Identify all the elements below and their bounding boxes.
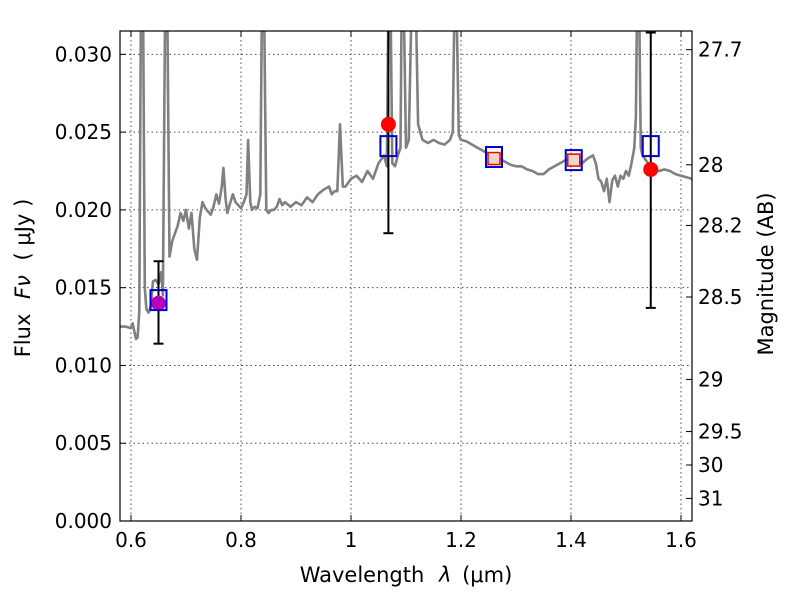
observed-flux-point [380,116,396,132]
y2-tick-label: 28.5 [698,285,743,309]
observed-flux-point [643,161,659,177]
x-axis-label: Wavelength λ (μm) [300,563,513,587]
model-flux-box [149,289,168,312]
observed-flux-point [567,153,581,167]
y-axis-label: Flux Fν ( μJy ) [11,199,35,358]
y-tick-label: 0.000 [55,509,112,533]
x-tick-label: 1.6 [665,528,697,552]
x-axis-label-symbol: λ [438,563,451,587]
y-tick-label: 0.030 [55,42,112,66]
x-axis-label-unit: (μm) [462,563,512,587]
y-tick-label: 0.005 [55,431,112,455]
x-tick-label: 0.6 [115,528,147,552]
y-axis-label-symbol: Fν [11,275,35,299]
x-tick-label: 1.4 [555,528,587,552]
y2-tick-label: 29 [698,367,723,391]
y2-axis-label: Magnitude (AB) [754,192,778,355]
x-tick-label: 1.2 [445,528,477,552]
observed-flux-point [151,295,166,311]
plot-frame [119,30,693,522]
template-spectrum-line [120,31,692,341]
axis-ticks: 0.6 0.8 1 1.2 1.4 1.6 0.000 0.005 0.010 0.015 0.02… [55,31,743,552]
y-tick-label: 0.010 [55,353,112,377]
observed-flux-point [487,151,501,166]
y-tick-label: 0.020 [55,198,112,222]
x-axis-label-prefix: Wavelength [300,563,425,587]
model-flux-box [641,135,660,158]
model-flux-box [485,146,503,168]
grid-lines [120,31,692,521]
y2-tick-label: 30 [698,453,723,477]
y2-tick-label: 28 [698,153,723,177]
model-flux-box [564,149,583,172]
y2-tick-label: 28.2 [698,213,743,237]
model-flux-box [379,135,398,158]
photometry-layer [149,31,660,345]
y2-tick-label: 31 [698,486,723,510]
x-tick-label: 0.8 [225,528,257,552]
y2-tick-label: 27.7 [698,38,743,62]
y-tick-label: 0.015 [55,276,112,300]
y-tick-label: 0.025 [55,120,112,144]
y2-tick-label: 29.5 [698,420,743,444]
x-tick-label: 1 [345,528,358,552]
y-axis-label-prefix: Flux [11,314,35,358]
spectrum-layer [120,31,692,341]
y-axis-label-unit: ( μJy ) [11,199,35,261]
